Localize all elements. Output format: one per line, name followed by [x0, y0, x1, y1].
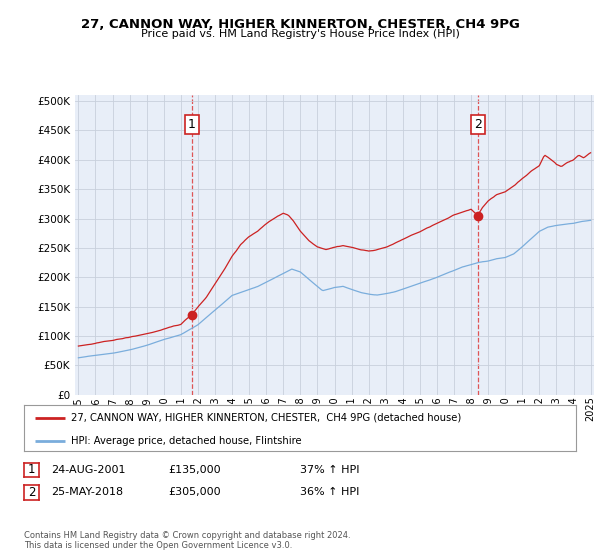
Text: 27, CANNON WAY, HIGHER KINNERTON, CHESTER, CH4 9PG: 27, CANNON WAY, HIGHER KINNERTON, CHESTE… — [80, 18, 520, 31]
Text: £135,000: £135,000 — [168, 465, 221, 475]
Text: 2: 2 — [28, 486, 35, 499]
Text: 1: 1 — [28, 463, 35, 477]
Text: 24-AUG-2001: 24-AUG-2001 — [51, 465, 125, 475]
Text: 37% ↑ HPI: 37% ↑ HPI — [300, 465, 359, 475]
Text: 27, CANNON WAY, HIGHER KINNERTON, CHESTER,  CH4 9PG (detached house): 27, CANNON WAY, HIGHER KINNERTON, CHESTE… — [71, 413, 461, 423]
Text: 2: 2 — [474, 118, 482, 131]
Text: Contains HM Land Registry data © Crown copyright and database right 2024.
This d: Contains HM Land Registry data © Crown c… — [24, 531, 350, 550]
Text: HPI: Average price, detached house, Flintshire: HPI: Average price, detached house, Flin… — [71, 436, 302, 446]
Text: 36% ↑ HPI: 36% ↑ HPI — [300, 487, 359, 497]
Text: Price paid vs. HM Land Registry's House Price Index (HPI): Price paid vs. HM Land Registry's House … — [140, 29, 460, 39]
Text: 1: 1 — [188, 118, 196, 131]
Text: £305,000: £305,000 — [168, 487, 221, 497]
Text: 25-MAY-2018: 25-MAY-2018 — [51, 487, 123, 497]
